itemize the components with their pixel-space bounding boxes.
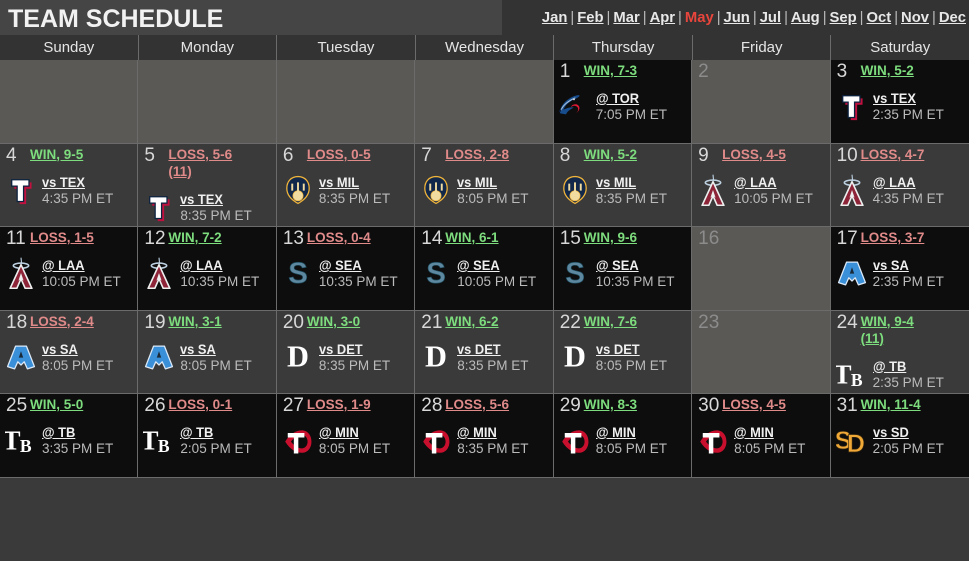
svg-text:D: D [846,430,864,456]
svg-text:S: S [426,257,446,289]
svg-text:B: B [158,436,170,456]
svg-text:T: T [836,359,851,389]
svg-text:B: B [850,370,862,390]
svg-text:D: D [425,341,447,373]
svg-text:D: D [564,341,586,373]
svg-text:B: B [20,436,32,456]
svg-text:T: T [143,426,158,456]
svg-text:S: S [565,257,585,289]
svg-text:T: T [5,426,20,456]
svg-text:D: D [287,341,309,373]
svg-text:S: S [288,257,308,289]
